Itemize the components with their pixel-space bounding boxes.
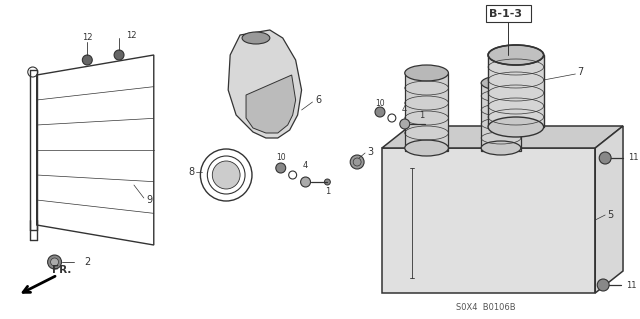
Text: 9: 9	[147, 195, 153, 205]
Text: 11: 11	[628, 153, 639, 162]
Polygon shape	[246, 75, 296, 133]
Polygon shape	[228, 30, 301, 138]
Ellipse shape	[488, 45, 543, 65]
Ellipse shape	[481, 141, 521, 155]
Ellipse shape	[242, 32, 270, 44]
Ellipse shape	[488, 117, 543, 137]
Ellipse shape	[481, 76, 521, 90]
Text: 7: 7	[577, 67, 584, 77]
Text: 12: 12	[125, 31, 136, 40]
Text: 4: 4	[303, 160, 308, 169]
Text: 6: 6	[316, 95, 322, 105]
Polygon shape	[595, 126, 623, 293]
Circle shape	[400, 119, 410, 129]
Circle shape	[276, 163, 285, 173]
Text: 10: 10	[375, 99, 385, 108]
Text: 8: 8	[188, 167, 195, 177]
Bar	[486, 5, 531, 22]
Text: 11: 11	[626, 280, 637, 290]
Circle shape	[350, 155, 364, 169]
Bar	[404, 73, 449, 151]
Circle shape	[597, 279, 609, 291]
Polygon shape	[382, 126, 623, 148]
Text: 10: 10	[276, 152, 285, 161]
Ellipse shape	[404, 140, 449, 156]
Text: B-1-3: B-1-3	[490, 9, 522, 19]
Bar	[481, 83, 521, 151]
Text: 2: 2	[84, 257, 91, 267]
Ellipse shape	[404, 65, 449, 81]
Circle shape	[375, 107, 385, 117]
Text: 12: 12	[82, 33, 93, 42]
Bar	[488, 55, 543, 127]
Ellipse shape	[212, 161, 240, 189]
Text: 4: 4	[402, 105, 407, 114]
Circle shape	[324, 179, 330, 185]
Text: 1: 1	[419, 110, 424, 120]
Text: 1: 1	[324, 188, 330, 197]
Bar	[382, 148, 595, 293]
Circle shape	[47, 255, 61, 269]
Text: S0X4  B0106B: S0X4 B0106B	[456, 303, 516, 313]
Circle shape	[301, 177, 310, 187]
Text: 3: 3	[367, 147, 373, 157]
Circle shape	[83, 55, 92, 65]
Circle shape	[599, 152, 611, 164]
Text: FR.: FR.	[52, 265, 71, 275]
Text: 5: 5	[607, 210, 613, 220]
Circle shape	[114, 50, 124, 60]
Circle shape	[51, 258, 58, 266]
